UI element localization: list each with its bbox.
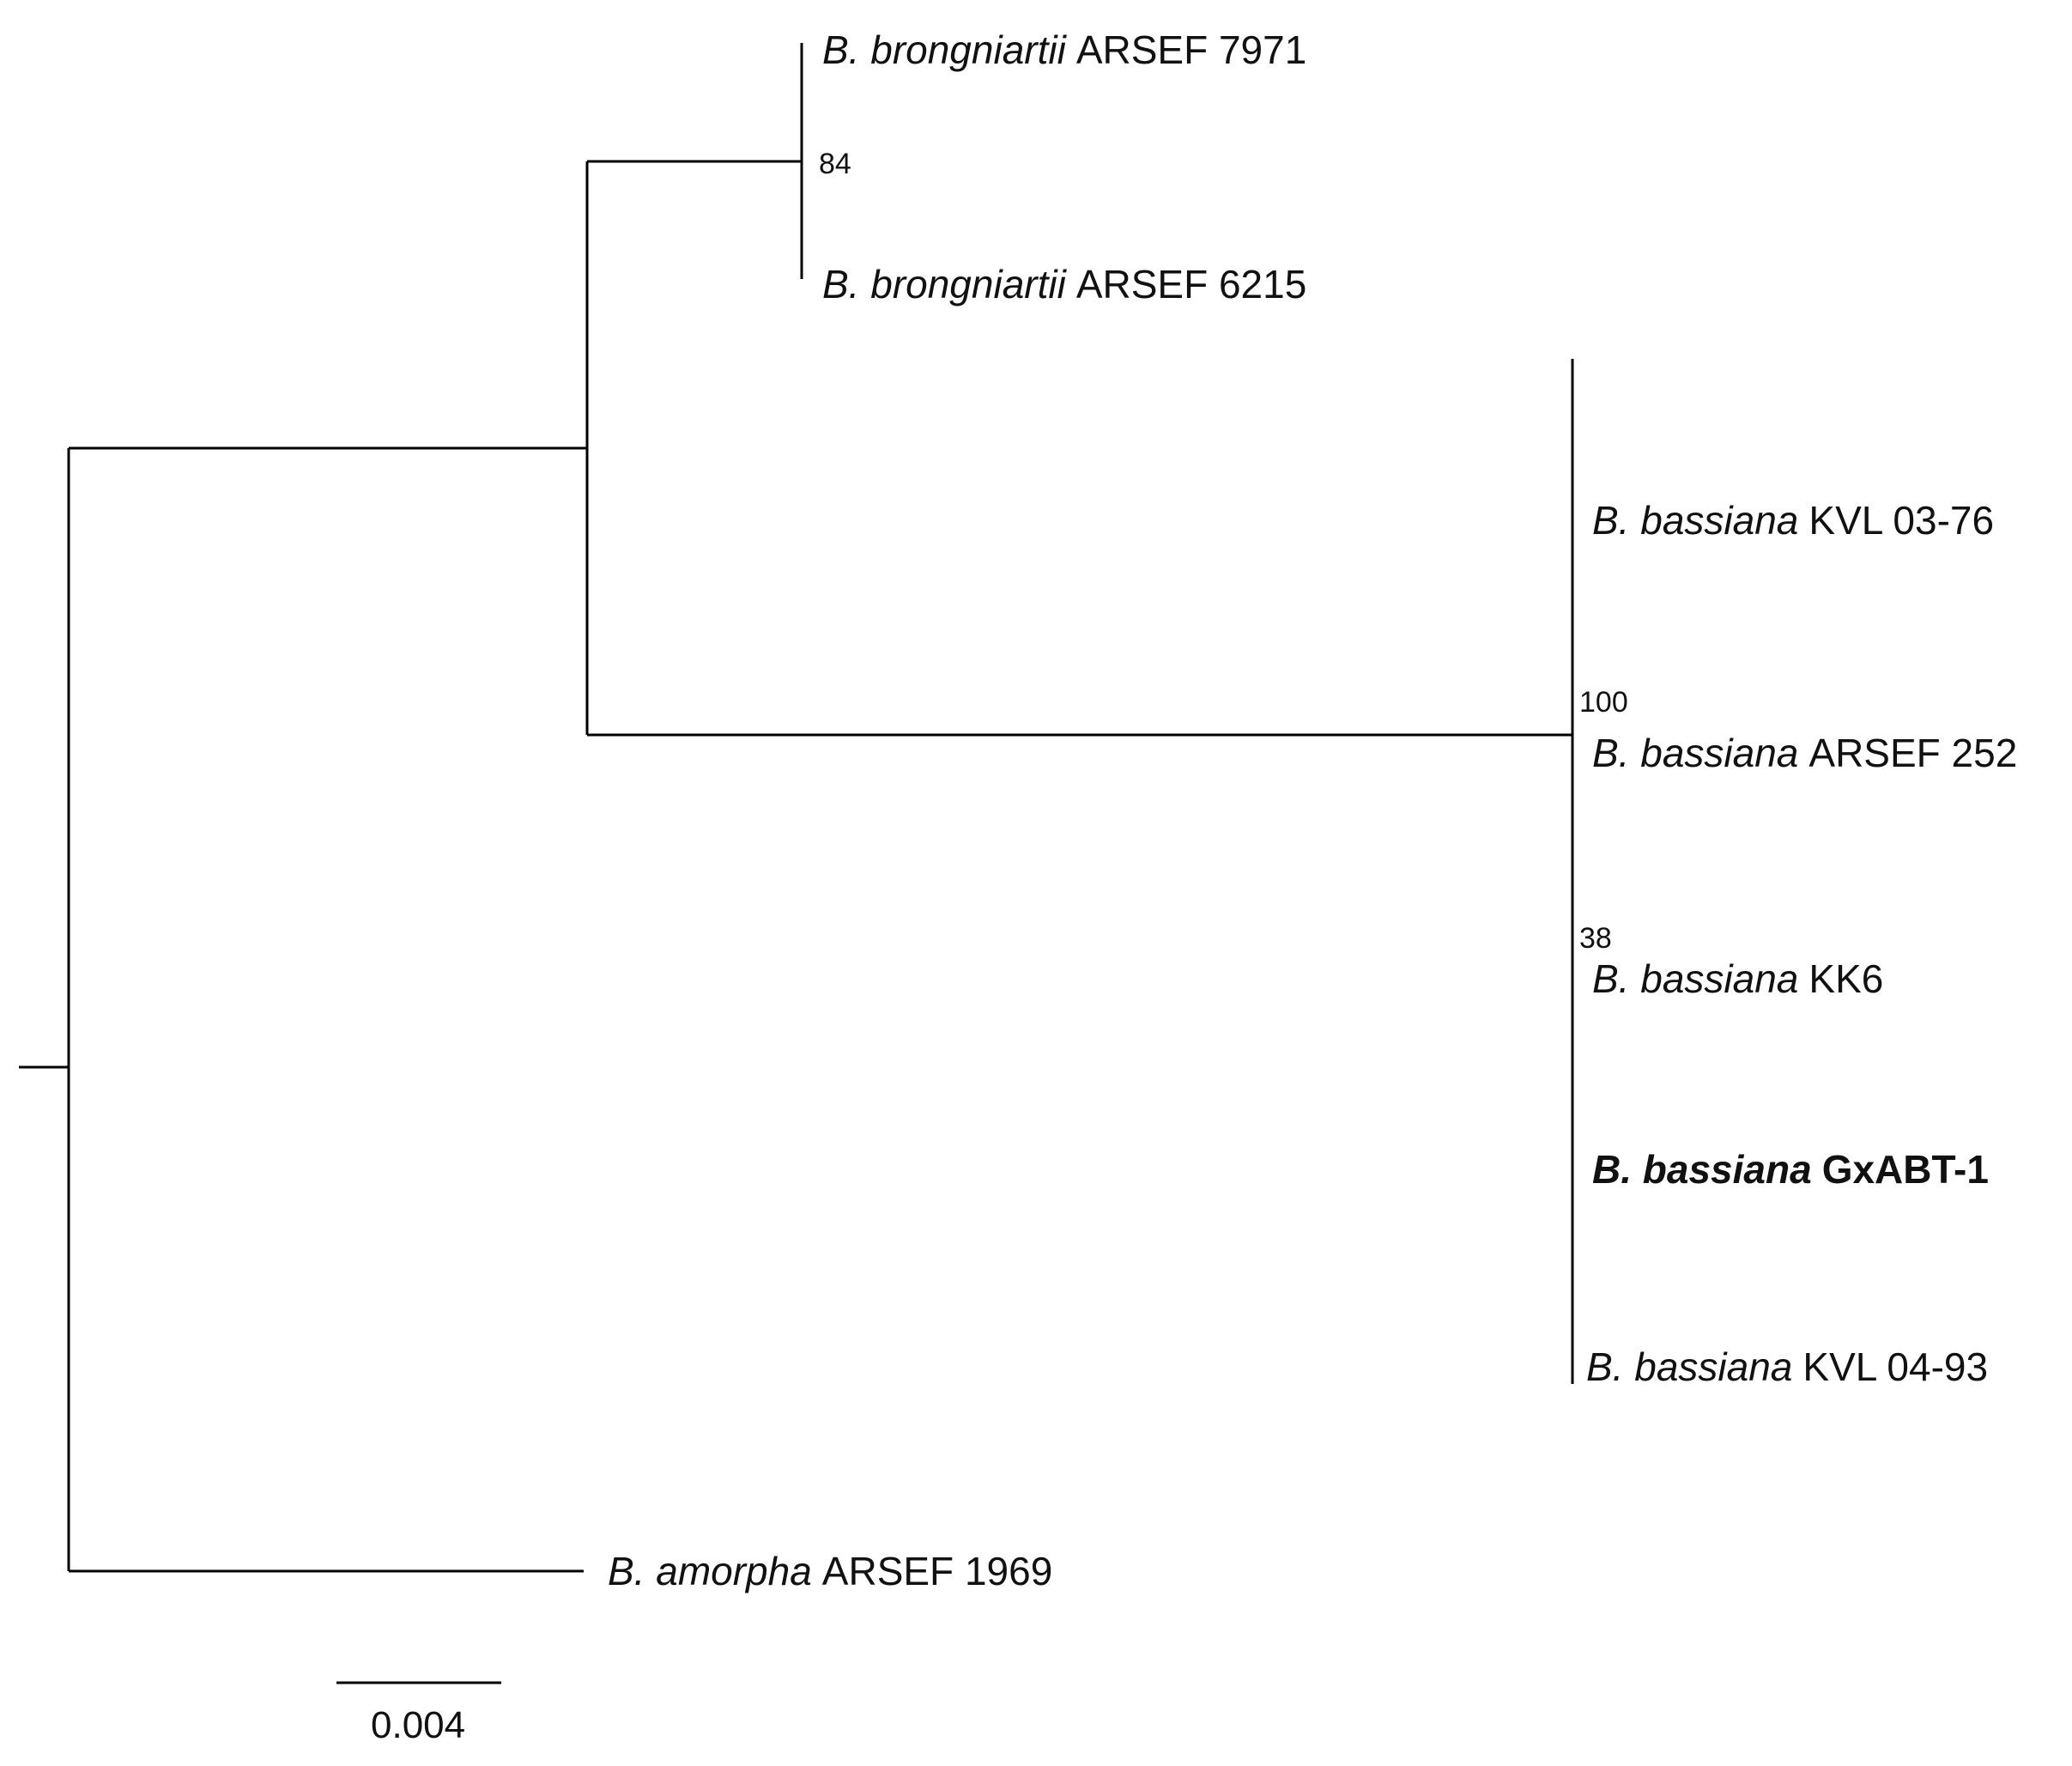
taxon-strain: ARSEF 1969: [822, 1549, 1052, 1593]
taxon-strain: GxABT-1: [1822, 1147, 1989, 1192]
taxon-genus: B. brongniartii: [822, 262, 1068, 306]
taxon-genus: B. bassiana: [1592, 956, 1798, 1001]
taxon-genus: B. bassiana: [1592, 1147, 1812, 1192]
taxon-label-bassiana-kvl0493: B. bassiana KVL 04-93: [1586, 1344, 1988, 1389]
taxon-strain: ARSEF 6215: [1076, 262, 1306, 306]
taxon-label-brongniartii-6215: B. brongniartii ARSEF 6215: [822, 262, 1306, 306]
taxon-genus: B. bassiana: [1586, 1344, 1792, 1389]
taxon-label-brongniartii-7971: B. brongniartii ARSEF 7971: [822, 27, 1306, 72]
taxon-label-bassiana-kvl0376: B. bassiana KVL 03-76: [1592, 498, 1994, 543]
taxon-strain: ARSEF 252: [1808, 731, 2017, 775]
taxon-strain: KVL 04-93: [1802, 1344, 1988, 1389]
taxon-label-bassiana-gxabt1: B. bassiana GxABT-1: [1592, 1147, 1989, 1192]
bootstrap-value-bassiana: 100: [1579, 686, 1628, 719]
taxon-genus: B. bassiana: [1592, 498, 1798, 543]
taxon-strain: KVL 03-76: [1808, 498, 1994, 543]
scale-bar-label: 0.004: [371, 1704, 465, 1746]
taxon-strain: ARSEF 7971: [1076, 27, 1306, 72]
taxon-strain: KK6: [1808, 956, 1883, 1001]
taxon-genus: B. bassiana: [1592, 731, 1798, 775]
taxon-label-amorpha-1969: B. amorpha ARSEF 1969: [608, 1549, 1052, 1593]
bootstrap-value-bassiana-sub: 38: [1579, 922, 1612, 955]
bootstrap-value-brongniartii: 84: [819, 148, 851, 180]
taxon-label-bassiana-arsef252: B. bassiana ARSEF 252: [1592, 731, 2017, 775]
taxon-genus: B. brongniartii: [822, 27, 1068, 72]
taxon-label-bassiana-kk6: B. bassiana KK6: [1592, 956, 1883, 1001]
taxon-genus: B. amorpha: [608, 1549, 812, 1593]
